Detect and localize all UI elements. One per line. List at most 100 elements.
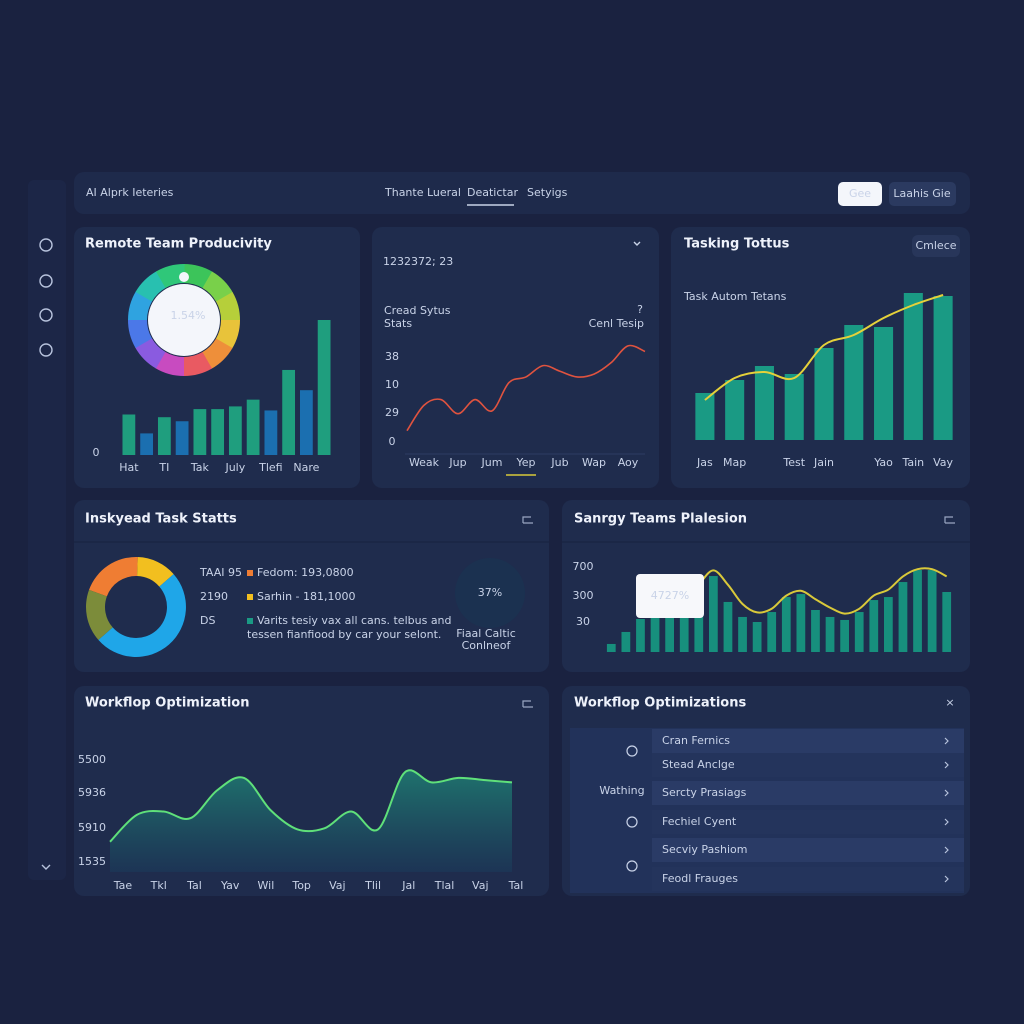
y-axis-label: 0 <box>93 446 100 459</box>
donut-ring <box>128 291 153 320</box>
donut-ring <box>215 320 240 349</box>
list-item[interactable]: Feodl Frauges <box>662 872 738 885</box>
x-tick-label: Tak <box>190 461 210 474</box>
x-tick-label: Weak <box>409 456 440 469</box>
list-row[interactable] <box>652 781 964 805</box>
bar <box>264 410 278 455</box>
dropdown[interactable] <box>633 241 641 246</box>
button[interactable] <box>912 235 960 257</box>
nav-link[interactable]: Thante Lueral <box>384 186 461 199</box>
donut-ring <box>184 264 213 289</box>
button[interactable] <box>838 182 882 206</box>
panel-icon[interactable] <box>522 700 533 708</box>
sidebar <box>28 180 66 880</box>
bar <box>738 616 747 652</box>
bar <box>884 597 893 652</box>
y-axis-label: 30 <box>576 615 590 628</box>
line <box>406 344 646 432</box>
legend-swatch <box>247 618 253 624</box>
sidebar-icon[interactable] <box>39 238 53 252</box>
button-label[interactable]: Laahis Gie <box>893 187 950 200</box>
donut-ring <box>135 338 166 369</box>
panel-title: Sanrgy Teams Plalesion <box>574 512 747 527</box>
legend-swatch <box>247 570 253 576</box>
bar <box>122 414 136 455</box>
x-tick-label: TI <box>158 461 169 474</box>
donut-ring <box>216 292 240 321</box>
donut-ring <box>135 271 166 302</box>
bar <box>140 433 154 455</box>
description: tessen fianfiood by car your selont. <box>247 628 441 641</box>
list-row[interactable] <box>652 810 964 834</box>
close-button[interactable]: × <box>945 696 954 709</box>
list-item[interactable]: Fechiel Cyent <box>662 815 737 828</box>
list-item[interactable]: Secviy Pashiom <box>662 843 747 856</box>
tooltip-text: 4727% <box>651 589 689 602</box>
x-tick-label: July <box>224 461 245 474</box>
bar <box>854 612 864 652</box>
bar <box>299 390 313 455</box>
donut-ring <box>202 338 233 369</box>
button-label[interactable]: Cmlece <box>915 239 956 252</box>
panel-icon[interactable] <box>944 516 955 524</box>
app-title: AI Alprk Ieteries <box>86 186 174 199</box>
x-tick-label: Jal <box>401 879 415 892</box>
y-axis-label: 0 <box>389 435 396 448</box>
bar <box>709 576 718 652</box>
area-line <box>109 769 513 843</box>
x-tick-label: Vay <box>933 456 953 469</box>
bar <box>814 348 834 440</box>
chevron <box>944 761 949 769</box>
bar <box>796 594 806 652</box>
donut-label: 1.54% <box>171 309 206 322</box>
list-item[interactable]: Sercty Prasiags <box>662 786 747 799</box>
list-row[interactable] <box>652 753 964 777</box>
x-tick-label: Yao <box>873 456 893 469</box>
panel <box>372 227 659 488</box>
list-row[interactable] <box>652 838 964 862</box>
x-tick-label: Jub <box>550 456 568 469</box>
donut-ring <box>183 352 212 376</box>
x-tick-label: Jup <box>448 456 466 469</box>
button-label[interactable]: Gee <box>849 187 871 200</box>
donut-ring <box>155 351 184 376</box>
help-icon[interactable]: ? <box>637 303 643 316</box>
sidebar-icon[interactable] <box>39 343 53 357</box>
panel-icon[interactable] <box>522 516 533 524</box>
x-tick-label: Map <box>723 456 746 469</box>
y-axis-label: 5500 <box>78 753 106 766</box>
button[interactable] <box>889 182 956 206</box>
list-item[interactable]: Cran Fernics <box>662 734 730 747</box>
x-tick-label: Tkl <box>150 879 167 892</box>
sidebar-icon[interactable] <box>39 308 53 322</box>
bar <box>679 607 689 652</box>
bar <box>844 325 864 440</box>
bar <box>781 597 791 652</box>
bar <box>725 380 745 440</box>
donut-ring <box>202 271 233 302</box>
nav-link[interactable]: Setyigs <box>527 186 568 199</box>
sidebar-icon[interactable] <box>39 274 53 288</box>
chevron <box>944 789 949 797</box>
list-row[interactable] <box>652 867 964 891</box>
bar <box>869 600 879 652</box>
bar <box>175 421 189 455</box>
nav-link[interactable]: Deatictar <box>467 186 518 199</box>
panel-title: Tasking Tottus <box>684 237 790 252</box>
bar <box>723 601 733 652</box>
x-tick-label: Nare <box>293 461 319 474</box>
bar <box>811 610 820 652</box>
legend-label: 2190 <box>200 590 228 603</box>
donut-ring <box>128 319 152 348</box>
sidebar-collapse[interactable] <box>41 864 51 870</box>
chart-note: Stats <box>384 317 412 330</box>
x-tick-label: Tal <box>508 879 524 892</box>
list-item[interactable]: Stead Anclge <box>662 758 735 771</box>
bar <box>694 592 704 652</box>
x-tick-label: Tain <box>901 456 924 469</box>
x-tick-label: Aoy <box>618 456 639 469</box>
bar <box>942 592 952 652</box>
list-side-label: Wathing <box>599 784 644 797</box>
list-row[interactable] <box>652 729 964 753</box>
